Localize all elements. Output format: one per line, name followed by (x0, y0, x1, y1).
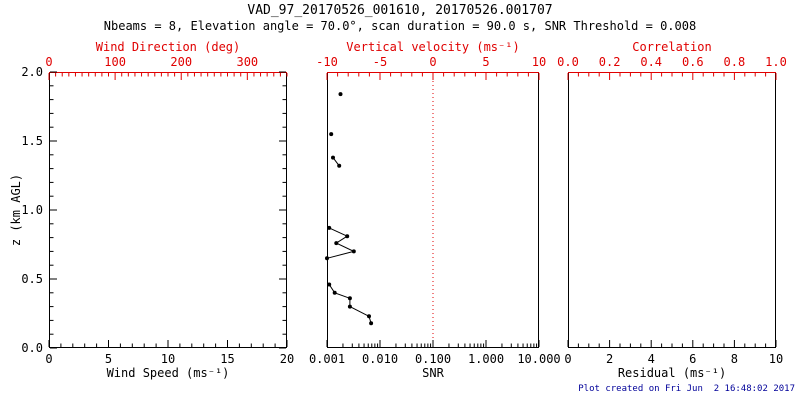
y-tick-label: 0.5 (21, 272, 43, 286)
data-point (329, 132, 334, 137)
top-tick-label: 100 (104, 55, 126, 69)
data-polyline (326, 227, 356, 259)
panel-residual: 0 2 4 6 8 10 0.0 0.2 0.4 0.6 0.8 1.0 (557, 55, 787, 366)
top-tick-label: 0.2 (599, 55, 621, 69)
data-point (347, 304, 352, 309)
top-tick-label: -10 (316, 55, 338, 69)
data-point (351, 249, 356, 254)
x-tick-label: 6 (689, 352, 696, 366)
data-point (337, 163, 342, 168)
data-point (369, 321, 374, 326)
x-tick-label: 1.000 (468, 352, 504, 366)
vertical-velocity-axis-title: Vertical velocity (ms⁻¹) (346, 40, 520, 54)
top-tick-label: 1.0 (765, 55, 787, 69)
panel-border (49, 72, 287, 348)
top-tick-label: -5 (373, 55, 387, 69)
snr-axis-title: SNR (422, 366, 444, 380)
wind-direction-axis-title: Wind Direction (deg) (95, 40, 241, 54)
z-axis-title: z (km AGL) (9, 173, 23, 247)
top-tick-label: 200 (170, 55, 192, 69)
x-tick-label: 0.010 (362, 352, 398, 366)
x-tick-label: 0 (45, 352, 52, 366)
x-tick-label: 0 (564, 352, 571, 366)
x-tick-label: 2 (606, 352, 613, 366)
x-tick-label: 0.001 (309, 352, 345, 366)
x-tick-label: 8 (731, 352, 738, 366)
x-tick-label: 15 (220, 352, 234, 366)
wind-speed-axis-title: Wind Speed (ms⁻¹) (106, 366, 230, 380)
top-tick-label: 0.6 (682, 55, 704, 69)
data-point (325, 256, 329, 261)
data-point (367, 314, 371, 319)
x-tick-label: 4 (648, 352, 655, 366)
plot-subtitle: Nbeams = 8, Elevation angle = 70.0°, sca… (103, 19, 697, 33)
x-tick-label: 5 (105, 352, 112, 366)
y-tick-label: 1.0 (21, 203, 43, 217)
top-tick-label: 0 (45, 55, 52, 69)
x-tick-label: 10.000 (517, 352, 560, 366)
correlation-axis-title: Correlation (632, 40, 712, 54)
top-tick-label: 0.4 (640, 55, 662, 69)
panel-border (327, 72, 539, 348)
y-tick-label: 2.0 (21, 65, 43, 79)
panel-snr: 0.001 0.010 0.100 1.000 10.000 -10 -5 0 5 10 (309, 55, 561, 366)
data-point (338, 92, 343, 97)
panel-border (568, 72, 776, 348)
data-point (327, 282, 332, 287)
data-polyline (328, 284, 372, 324)
x-tick-label: 0.100 (415, 352, 451, 366)
data-point (327, 225, 332, 230)
x-tick-label: 10 (769, 352, 783, 366)
residual-axis-title: Residual (ms⁻¹) (617, 366, 727, 380)
data-point (331, 155, 335, 160)
x-tick-label: 10 (161, 352, 175, 366)
x-tick-label: 20 (280, 352, 294, 366)
y-tick-label: 0.0 (21, 341, 43, 355)
y-tick-label: 1.5 (21, 134, 43, 148)
top-tick-label: 0.8 (724, 55, 746, 69)
top-tick-label: 10 (532, 55, 546, 69)
top-tick-label: 0 (429, 55, 436, 69)
creation-timestamp: Plot created on Fri Jun 2 16:48:02 2017 (578, 384, 795, 394)
plot-title: VAD_97_20170526_001610, 20170526.001707 (247, 3, 553, 18)
data-point (347, 296, 352, 301)
data-point (334, 241, 339, 246)
data-point (332, 290, 337, 295)
top-tick-label: 300 (236, 55, 258, 69)
top-tick-label: 0.0 (557, 55, 579, 69)
top-tick-label: 5 (482, 55, 489, 69)
data-point (345, 234, 350, 239)
